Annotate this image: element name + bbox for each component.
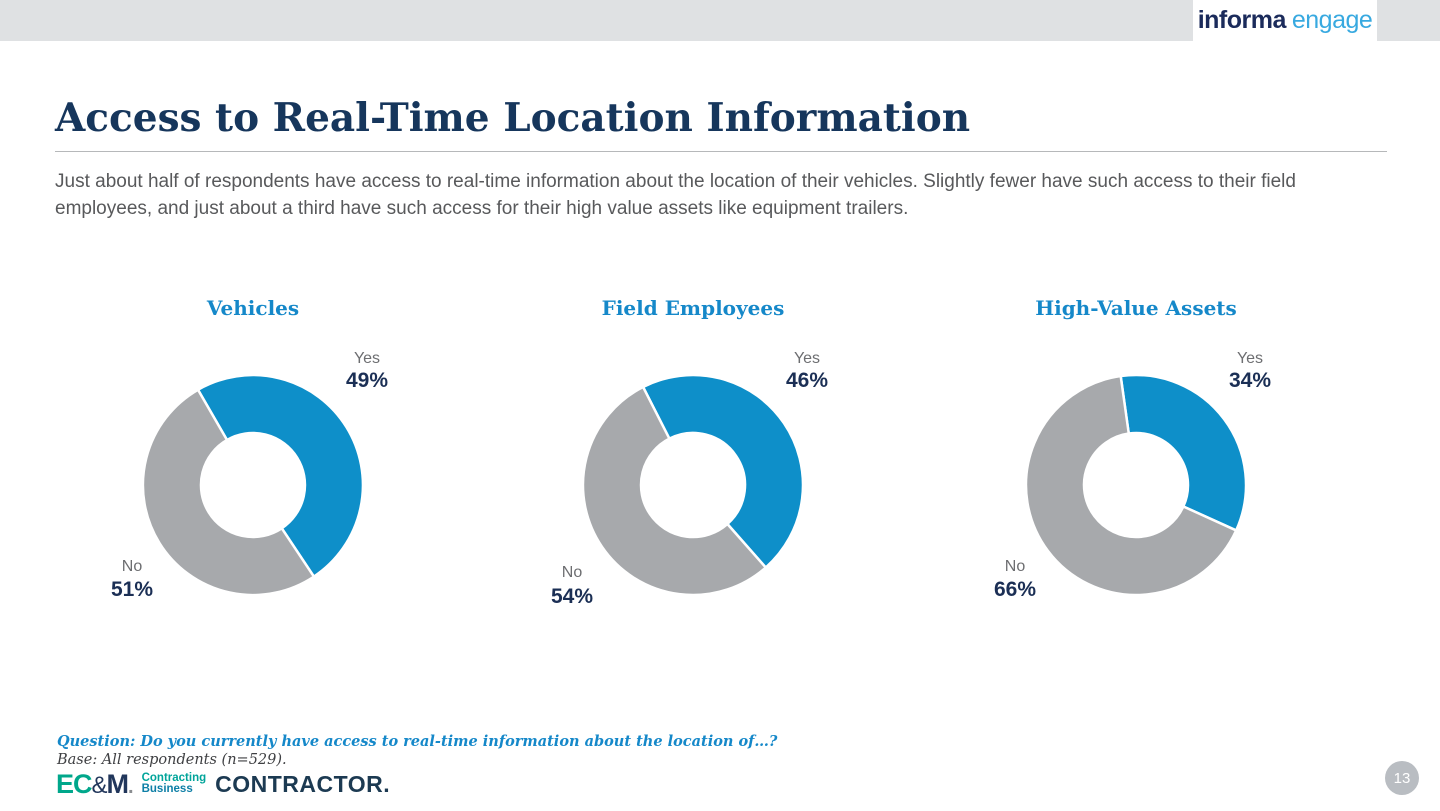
chart-vehicles: Vehicles Yes 49% No 51% [93, 290, 413, 620]
chart-high-value-assets: High-Value Assets Yes 34% No 66% [976, 290, 1296, 620]
chart-title: Field Employees [601, 296, 785, 320]
informa-logo-text: informa [1197, 6, 1287, 34]
donut-slice-no [1024, 374, 1238, 597]
top-bar: informa engage [0, 0, 1440, 41]
donut-slice-yes [641, 373, 805, 569]
informa-engage-logo: informa engage [1193, 0, 1377, 41]
donut-slice-yes [196, 373, 365, 578]
yes-label: Yes [793, 350, 821, 367]
no-label: No [561, 564, 583, 581]
chart-field-employees: Field Employees Yes 46% No 54% [533, 290, 853, 620]
yes-value: 49% [345, 369, 389, 392]
base-note: Base: All respondents (n=529). [57, 752, 287, 768]
footer-logos: EC&M. Contracting Business CONTRACTOR. [56, 767, 390, 801]
no-value: 51% [110, 578, 154, 601]
intro-text: Just about half of respondents have acce… [55, 171, 1296, 219]
no-value: 54% [550, 585, 594, 608]
page-title: Access to Real-Time Location Information [55, 95, 971, 141]
question-note: Question: Do you currently have access t… [57, 733, 778, 750]
no-label: No [121, 558, 143, 575]
ecm-logo-dot: . [128, 775, 133, 798]
no-label: No [1004, 558, 1026, 575]
donut-chart-field-employees [581, 373, 805, 597]
yes-label: Yes [1236, 350, 1264, 367]
chart-title: High-Value Assets [1035, 296, 1237, 320]
title-divider [55, 151, 1387, 152]
ecm-logo-ampersand: & [91, 771, 108, 799]
donut-slice-no [141, 388, 316, 597]
contractor-logo: CONTRACTOR. [215, 770, 391, 797]
yes-value: 34% [1228, 369, 1272, 392]
business-logo-text: Business [141, 783, 193, 795]
donut-slice-yes [1119, 373, 1248, 532]
donut-chart-high-value-assets [1024, 373, 1248, 597]
donut-slice-no [581, 385, 767, 597]
no-value: 66% [993, 578, 1037, 601]
yes-value: 46% [785, 369, 829, 392]
ecm-logo: EC&M. [56, 768, 134, 800]
page-number-badge: 13 [1385, 761, 1419, 795]
donut-chart-vehicles [141, 373, 365, 597]
ecm-logo-m: M [106, 768, 129, 799]
ecm-logo-ec: EC [56, 768, 93, 799]
engage-logo-text: engage [1291, 6, 1373, 34]
yes-label: Yes [353, 350, 381, 367]
chart-title: Vehicles [206, 296, 300, 320]
contracting-logo-text: Contracting [141, 772, 207, 784]
contracting-business-logo: Contracting Business [141, 772, 207, 795]
